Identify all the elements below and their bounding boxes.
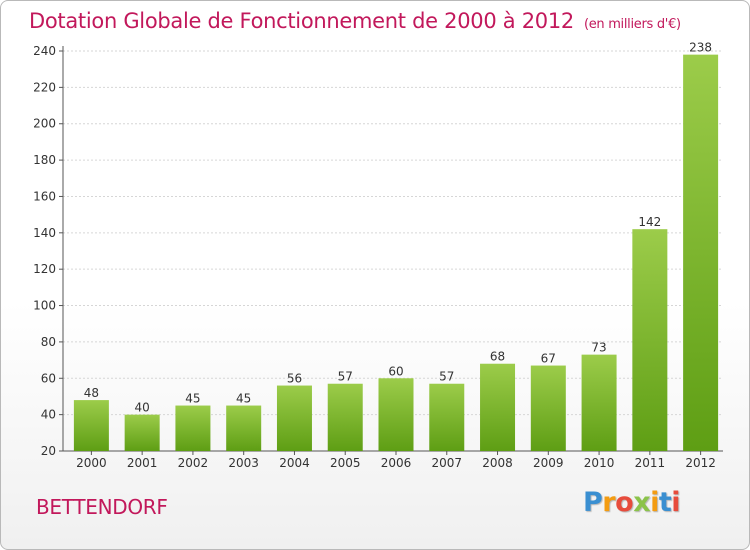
x-tick-label: 2000 [76, 456, 107, 470]
data-label: 48 [84, 386, 99, 400]
x-tick-label: 2004 [279, 456, 310, 470]
bar [226, 406, 261, 451]
data-label: 60 [388, 364, 403, 378]
x-tick-label: 2001 [127, 456, 158, 470]
bars [74, 55, 718, 451]
bar [531, 366, 566, 451]
y-tick-label: 20 [41, 444, 56, 458]
y-tick-label: 100 [33, 299, 56, 313]
y-tick-label: 220 [33, 80, 56, 94]
bar [632, 229, 667, 451]
bar [328, 384, 363, 451]
bar [582, 355, 617, 451]
logo-letter: o [615, 487, 633, 518]
data-label: 238 [689, 41, 712, 55]
bar-chart: 20 40 60 80 100 120 140 160 180 200 220 240 2000 2001… [1, 1, 750, 550]
x-tick-label: 2012 [685, 456, 716, 470]
y-tick-label: 40 [41, 408, 56, 422]
x-tick-label: 2009 [533, 456, 564, 470]
bar [74, 400, 109, 451]
data-label: 68 [490, 350, 505, 364]
proxiti-logo[interactable]: Proxiti [583, 487, 680, 518]
x-tick-label: 2003 [228, 456, 259, 470]
bar [125, 415, 160, 451]
y-tick-label: 200 [33, 117, 56, 131]
labels: 48 40 45 45 56 57 60 57 68 67 73 142 238 [84, 41, 712, 415]
data-label: 73 [591, 341, 606, 355]
y-tick-label: 180 [33, 153, 56, 167]
bar [379, 378, 414, 451]
data-label: 142 [638, 215, 661, 229]
data-label: 56 [287, 372, 302, 386]
y-tick-label: 240 [33, 44, 56, 58]
y-tick-label: 140 [33, 226, 56, 240]
x-tick-label: 2002 [178, 456, 209, 470]
x-tick-label: 2005 [330, 456, 361, 470]
logo-letter: i [650, 487, 659, 518]
x-tick-label: 2007 [431, 456, 462, 470]
bar [683, 55, 718, 451]
logo-letter: x [633, 487, 650, 518]
y-tick-label: 80 [41, 335, 56, 349]
y-tick-label: 120 [33, 262, 56, 276]
y-tick-label: 160 [33, 189, 56, 203]
data-label: 45 [185, 392, 200, 406]
chart-frame: Dotation Globale de Fonctionnement de 20… [0, 0, 750, 550]
data-label: 40 [135, 401, 150, 415]
data-label: 67 [541, 352, 556, 366]
bar [277, 386, 312, 451]
x-tick-label: 2006 [381, 456, 412, 470]
logo-letter: t [659, 487, 671, 518]
x-tick-label: 2008 [482, 456, 513, 470]
data-label: 57 [439, 370, 454, 384]
logo-letter: P [583, 487, 602, 518]
y-tick-label: 60 [41, 371, 56, 385]
commune-name: BETTENDORF [36, 495, 168, 519]
data-label: 45 [236, 392, 251, 406]
bar [175, 406, 210, 451]
data-label: 57 [338, 370, 353, 384]
logo-letter: r [602, 487, 615, 518]
x-tick-label: 2011 [635, 456, 666, 470]
bar [429, 384, 464, 451]
bar [480, 364, 515, 451]
logo-letter: i [671, 487, 680, 518]
x-tick-label: 2010 [584, 456, 615, 470]
